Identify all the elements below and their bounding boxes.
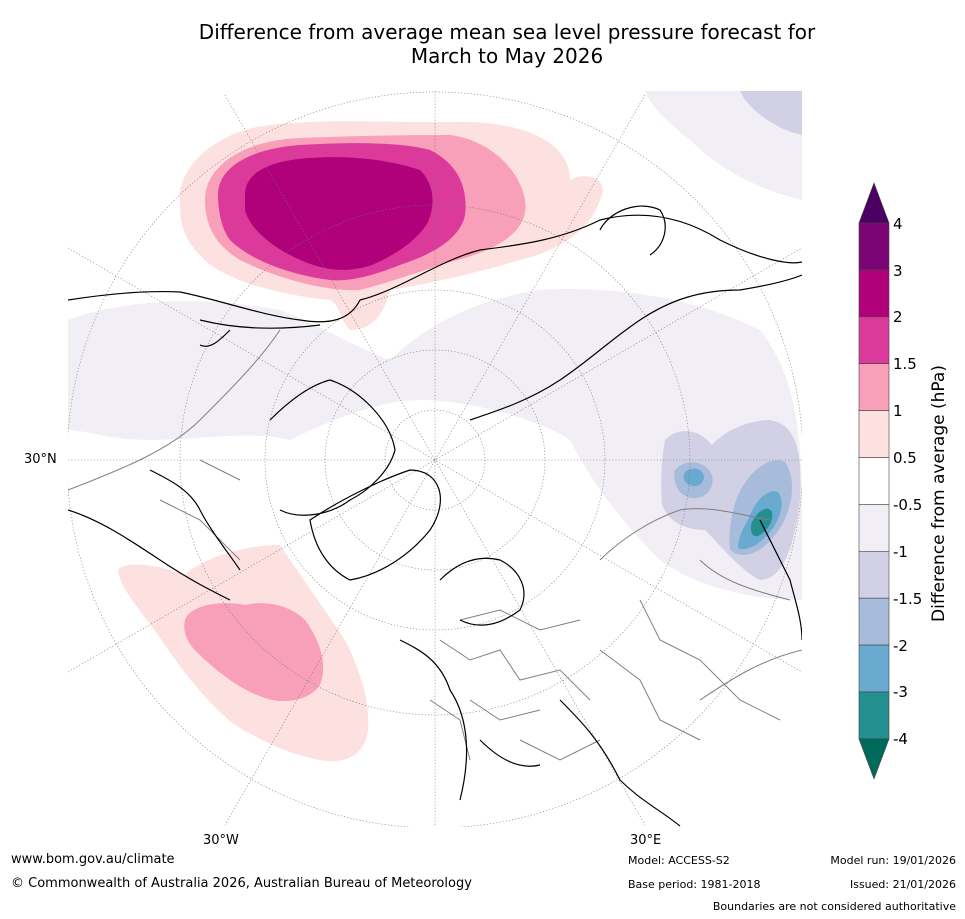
colorbar-segment	[858, 597, 890, 646]
border-us-canada	[68, 329, 281, 491]
colorbar-tick-label: 1.5	[893, 355, 917, 373]
colorbar-tick-label: 1	[893, 402, 903, 420]
coast-hudson-bay	[149, 469, 241, 571]
colorbar	[858, 182, 890, 780]
title-line-2: March to May 2026	[410, 44, 604, 68]
colorbar-segment	[858, 504, 890, 552]
graticule-meridian	[68, 247, 802, 673]
colorbar-segment	[858, 644, 890, 693]
colorbar-tick-label: -1.5	[893, 590, 923, 608]
anomaly-area-north-atlantic-pink	[184, 603, 324, 702]
anomaly-area-top-right-lavender	[645, 91, 802, 200]
coast-east-asia	[759, 519, 802, 641]
colorbar-segment	[858, 410, 890, 458]
graticule	[68, 91, 802, 827]
colorbar-tick-label: 0.5	[893, 449, 917, 467]
border-china-india	[699, 649, 802, 701]
colorbar-segment	[858, 691, 890, 740]
coast-europe	[399, 639, 681, 827]
colorbar-tick-label: 4	[893, 215, 903, 233]
border-canada-provinces	[159, 459, 241, 561]
coast-north-america-west	[68, 290, 361, 323]
website-link[interactable]: www.bom.gov.au/climate	[11, 852, 175, 867]
colorbar-tick-label: -1	[893, 543, 908, 561]
map-panel	[68, 91, 802, 827]
coast-russia-north	[469, 274, 802, 421]
graticule-meridian	[224, 94, 646, 826]
coast-chukotka-siberia	[359, 214, 802, 301]
coast-labrador	[68, 509, 231, 601]
colorbar-extend-min	[858, 738, 890, 780]
lon-label-30w: 30°W	[203, 833, 239, 848]
colorbar-segment	[858, 222, 890, 271]
colorbar-tick-label: 2	[893, 308, 903, 326]
colorbar-tick-label: -4	[893, 730, 908, 748]
model-name: Model: ACCESS-S2	[628, 854, 730, 867]
lat-label-30n: 30°N	[24, 452, 57, 467]
copyright-text: © Commonwealth of Australia 2026, Austra…	[11, 876, 472, 891]
coastlines	[68, 205, 802, 827]
anomaly-area-north-pacific-magenta	[245, 157, 433, 270]
graticule-meridian	[224, 94, 646, 826]
model-run-date: Model run: 19/01/2026	[830, 854, 956, 867]
colorbar-segment	[858, 550, 890, 599]
colorbar-tick-label: 3	[893, 262, 903, 280]
coast-kamchatka	[599, 205, 666, 256]
border-russia-kazakhstan	[599, 508, 771, 561]
positive-anomaly-field	[118, 121, 603, 762]
coast-scandinavia	[439, 557, 525, 626]
base-period: Base period: 1981-2018	[628, 878, 761, 891]
colorbar-segment	[858, 316, 890, 364]
graticule-meridian	[68, 247, 802, 673]
colorbar-segment	[858, 457, 890, 505]
coast-alaska	[199, 319, 321, 347]
map-title: Difference from average mean sea level p…	[0, 20, 965, 68]
boundaries-disclaimer: Boundaries are not considered authoritat…	[712, 900, 956, 913]
colorbar-title: Difference from average (hPa)	[929, 365, 949, 622]
title-line-1: Difference from average mean sea level p…	[198, 20, 816, 44]
colorbar-extend-max	[858, 182, 890, 224]
issued-date: Issued: 21/01/2026	[849, 878, 956, 891]
colorbar-tick-label: -0.5	[893, 496, 923, 514]
border-europe-mesh	[429, 599, 781, 761]
colorbar-segment	[858, 269, 890, 318]
country-borders	[68, 329, 802, 761]
anomaly-area-top-right-purple	[740, 91, 802, 135]
lon-label-30e: 30°E	[630, 833, 662, 848]
colorbar-tick-label: -2	[893, 637, 908, 655]
coast-canadian-arctic	[269, 379, 396, 516]
colorbar-segment	[858, 363, 890, 411]
coast-greenland	[309, 469, 441, 581]
colorbar-segments	[858, 182, 890, 780]
colorbar-tick-label: -3	[893, 683, 908, 701]
border-russia-china	[699, 559, 791, 601]
